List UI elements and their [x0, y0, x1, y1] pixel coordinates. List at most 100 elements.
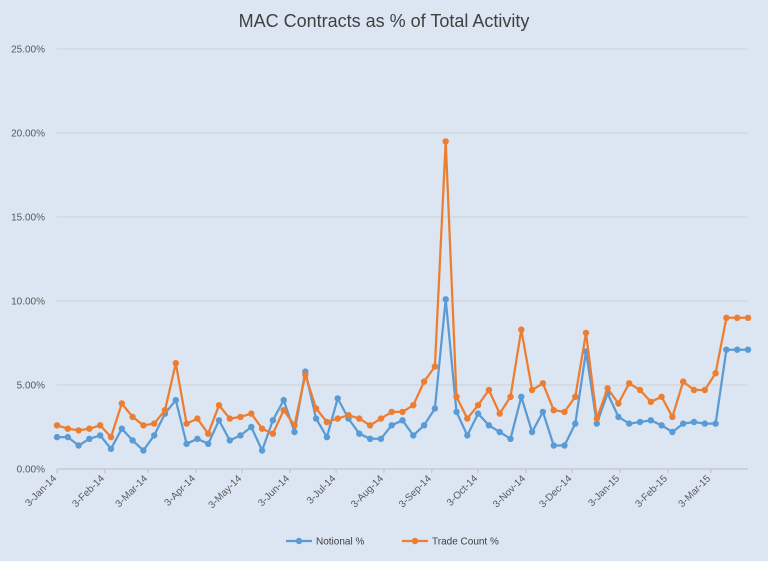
data-point	[64, 425, 72, 432]
data-point	[107, 445, 115, 452]
data-point	[723, 314, 730, 321]
data-point	[647, 398, 654, 405]
data-point	[626, 420, 633, 427]
data-point	[582, 329, 590, 337]
data-point	[237, 413, 244, 421]
data-point	[431, 363, 439, 370]
data-point	[248, 423, 255, 431]
data-point	[572, 420, 579, 427]
data-point	[507, 435, 514, 442]
y-tick-label: 20.00%	[11, 129, 45, 140]
data-point	[485, 422, 493, 429]
data-point	[474, 402, 482, 409]
data-point	[75, 427, 82, 434]
data-point	[334, 415, 341, 422]
data-point	[399, 408, 406, 416]
data-point	[291, 422, 298, 429]
data-point	[183, 420, 190, 427]
data-point	[518, 393, 525, 400]
data-point	[723, 346, 730, 353]
data-point	[669, 428, 676, 436]
data-point	[172, 360, 179, 367]
y-tick-label: 15.00%	[11, 213, 45, 224]
data-point	[280, 396, 287, 404]
y-tick-label: 25.00%	[11, 45, 45, 56]
data-point	[485, 386, 493, 394]
data-point	[194, 415, 201, 422]
data-point	[550, 442, 557, 449]
data-point	[604, 385, 611, 392]
data-point	[453, 393, 460, 400]
data-point	[496, 428, 503, 436]
data-point	[129, 413, 136, 421]
data-point	[302, 371, 309, 379]
data-point	[151, 420, 158, 427]
data-point	[97, 432, 104, 439]
data-point	[269, 417, 277, 424]
series-trade-count	[53, 138, 752, 441]
data-point	[680, 420, 687, 427]
data-point	[464, 415, 471, 422]
data-point	[183, 440, 190, 447]
legend-marker	[411, 537, 419, 545]
data-point	[410, 402, 417, 409]
data-point	[118, 400, 126, 407]
data-point	[712, 420, 719, 427]
data-point	[528, 428, 536, 436]
data-point	[215, 402, 223, 409]
data-point	[561, 442, 568, 449]
data-point	[669, 413, 676, 421]
data-point	[734, 346, 741, 353]
data-point	[258, 425, 266, 432]
data-point	[226, 437, 233, 444]
chart-title: MAC Contracts as % of Total Activity	[239, 11, 530, 31]
data-point	[323, 433, 331, 441]
data-point	[615, 413, 622, 421]
data-point	[420, 378, 428, 385]
data-point	[161, 407, 169, 414]
data-point	[388, 408, 395, 416]
data-point	[539, 380, 547, 387]
series-notional	[53, 296, 752, 454]
data-point	[64, 433, 72, 441]
data-point	[140, 422, 147, 429]
data-point	[258, 447, 266, 454]
legend-label: Notional %	[316, 537, 364, 548]
data-point	[658, 422, 665, 429]
data-point	[53, 422, 61, 429]
data-point	[323, 418, 331, 426]
data-point	[399, 417, 406, 424]
data-point	[205, 430, 212, 437]
data-point	[561, 408, 568, 416]
y-tick-label: 10.00%	[11, 297, 45, 308]
gridlines	[57, 48, 748, 470]
data-point	[701, 420, 708, 427]
data-point	[269, 430, 277, 437]
data-point	[377, 435, 385, 442]
data-point	[680, 378, 687, 385]
data-point	[377, 415, 385, 422]
data-point	[658, 393, 665, 400]
data-point	[518, 326, 525, 333]
data-point	[334, 395, 341, 402]
data-point	[356, 415, 363, 422]
data-point	[129, 437, 136, 444]
data-point	[172, 396, 179, 404]
data-point	[280, 407, 287, 414]
series-layer	[53, 138, 752, 454]
data-point	[539, 408, 547, 416]
data-point	[431, 405, 439, 412]
data-point	[453, 408, 460, 416]
data-point	[690, 386, 698, 394]
data-point	[712, 370, 719, 377]
data-point	[474, 410, 482, 417]
data-point	[194, 435, 201, 442]
data-point	[75, 442, 82, 449]
data-point	[744, 314, 752, 321]
data-point	[507, 393, 514, 400]
data-point	[734, 314, 741, 321]
data-point	[237, 432, 244, 439]
data-point	[312, 405, 320, 412]
